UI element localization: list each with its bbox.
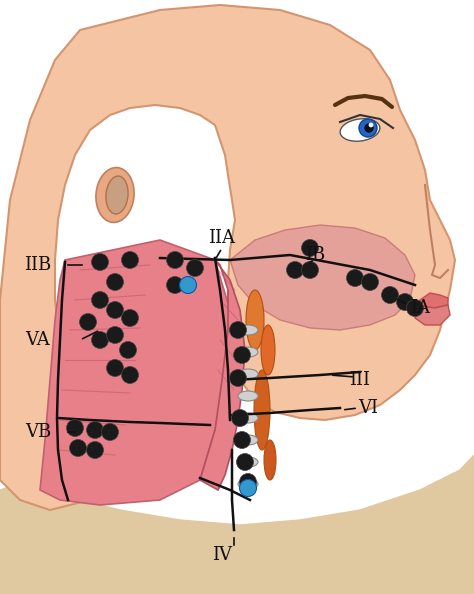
Ellipse shape — [238, 347, 258, 357]
Circle shape — [107, 273, 124, 290]
Circle shape — [239, 473, 256, 491]
Circle shape — [91, 331, 109, 349]
Ellipse shape — [261, 325, 275, 375]
Polygon shape — [0, 455, 474, 594]
Ellipse shape — [238, 325, 258, 335]
Circle shape — [365, 124, 373, 132]
Circle shape — [70, 440, 86, 457]
Circle shape — [237, 453, 254, 470]
Ellipse shape — [264, 440, 276, 480]
Circle shape — [229, 321, 246, 339]
Circle shape — [346, 270, 364, 286]
Ellipse shape — [238, 457, 258, 467]
Circle shape — [121, 251, 138, 268]
Circle shape — [121, 309, 138, 327]
Ellipse shape — [340, 119, 380, 141]
Text: IIB: IIB — [24, 256, 52, 274]
Ellipse shape — [238, 435, 258, 445]
Text: III: III — [349, 371, 371, 389]
Ellipse shape — [238, 391, 258, 401]
Circle shape — [234, 431, 250, 448]
Ellipse shape — [238, 369, 258, 379]
Circle shape — [229, 369, 246, 387]
Circle shape — [91, 292, 109, 308]
Circle shape — [86, 422, 103, 438]
Circle shape — [166, 251, 183, 268]
Polygon shape — [420, 293, 448, 308]
Circle shape — [301, 239, 319, 257]
Circle shape — [86, 441, 103, 459]
Circle shape — [231, 409, 248, 426]
Circle shape — [359, 119, 377, 137]
Text: VB: VB — [25, 423, 51, 441]
Circle shape — [91, 254, 109, 270]
Text: IIA: IIA — [209, 229, 236, 247]
Circle shape — [234, 346, 250, 364]
Ellipse shape — [254, 370, 270, 450]
Text: VI: VI — [358, 399, 378, 417]
Text: IA: IA — [410, 299, 430, 317]
Circle shape — [369, 123, 373, 127]
Circle shape — [407, 299, 423, 317]
Ellipse shape — [238, 413, 258, 423]
Circle shape — [362, 273, 379, 290]
Text: VA: VA — [26, 331, 50, 349]
Circle shape — [396, 293, 413, 311]
Circle shape — [186, 260, 203, 276]
Polygon shape — [415, 305, 450, 325]
Circle shape — [382, 286, 399, 304]
Circle shape — [107, 327, 124, 343]
Ellipse shape — [238, 479, 258, 489]
Ellipse shape — [246, 290, 264, 350]
Circle shape — [107, 302, 124, 318]
Ellipse shape — [106, 176, 128, 214]
Circle shape — [80, 314, 97, 330]
Ellipse shape — [96, 168, 134, 222]
Circle shape — [180, 276, 197, 293]
Circle shape — [286, 261, 303, 279]
Circle shape — [301, 261, 319, 279]
Circle shape — [166, 276, 183, 293]
Polygon shape — [40, 240, 230, 505]
Text: IV: IV — [212, 546, 232, 564]
Polygon shape — [230, 225, 415, 330]
Circle shape — [121, 366, 138, 384]
Circle shape — [66, 419, 83, 437]
Polygon shape — [200, 260, 245, 490]
Circle shape — [107, 359, 124, 377]
Circle shape — [239, 479, 256, 497]
Circle shape — [119, 342, 137, 359]
Polygon shape — [0, 5, 455, 510]
Text: IB: IB — [305, 246, 325, 264]
Circle shape — [101, 424, 118, 441]
